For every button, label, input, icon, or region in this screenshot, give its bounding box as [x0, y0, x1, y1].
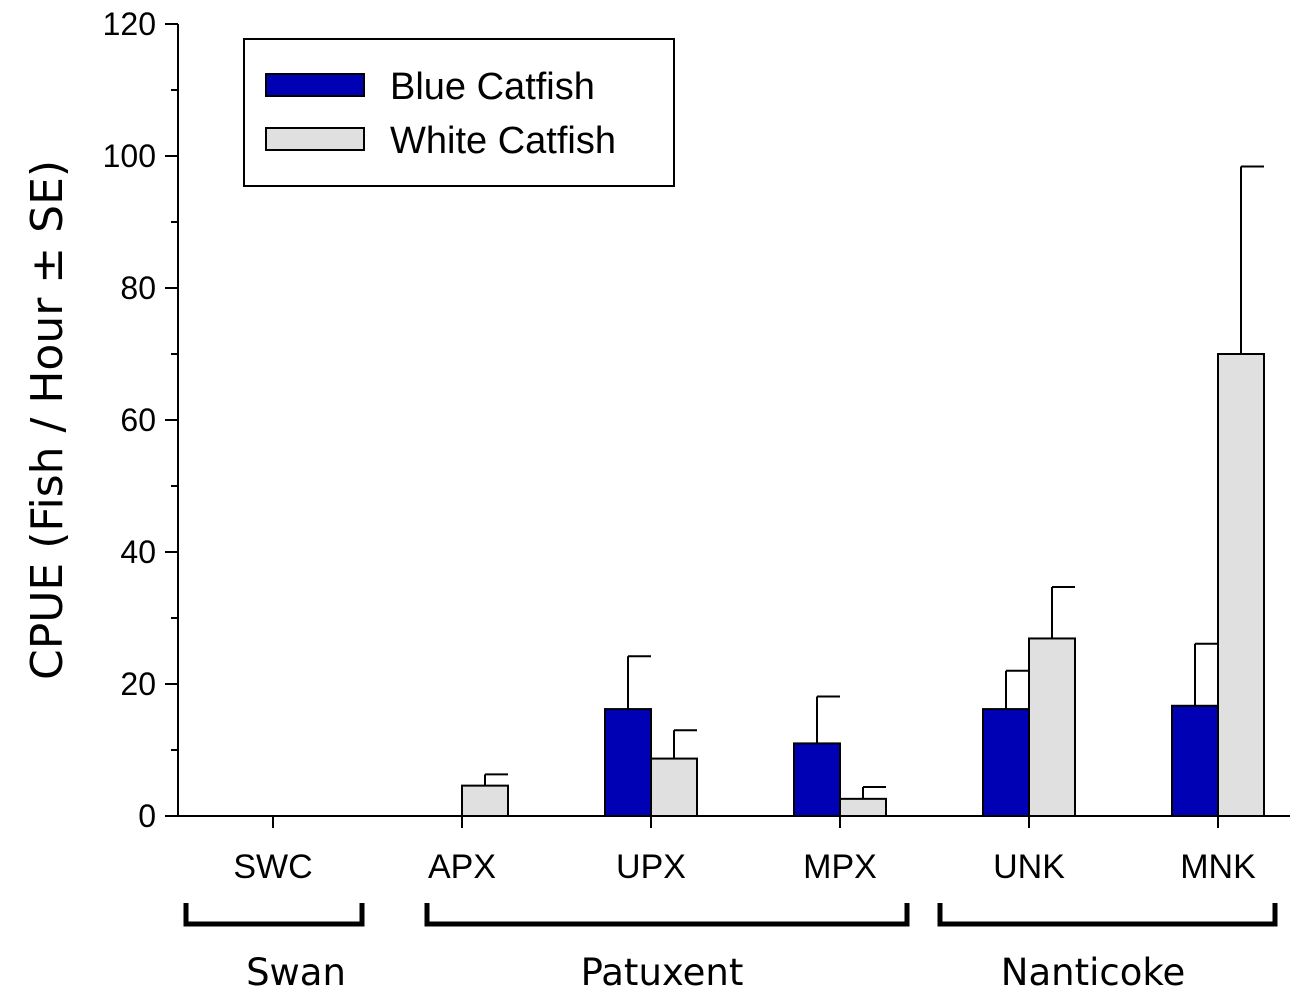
y-tick-label: 40 [120, 534, 156, 570]
y-tick-label: 120 [103, 6, 156, 42]
group-bracket [937, 903, 1278, 927]
y-tick-label: 20 [120, 666, 156, 702]
x-axis: SWC APX UPX MPX UNK MNK [178, 815, 1290, 886]
y-tick-label: 80 [120, 270, 156, 306]
x-tick-label: APX [428, 848, 496, 886]
error-bars-layer [484, 165, 1264, 799]
y-axis-title: CPUE (Fish / Hour ± SE) [22, 160, 73, 680]
x-tick-label: UPX [616, 848, 686, 886]
group-bracket [183, 903, 365, 927]
x-tick-label: MPX [803, 848, 877, 886]
y-tick-label: 60 [120, 402, 156, 438]
bar-white-catfish [650, 757, 698, 818]
bar-white-catfish [461, 784, 509, 818]
y-axis: 0 20 40 60 80 100 120 [103, 6, 179, 834]
x-tick-label: MNK [1180, 848, 1256, 886]
group-label: Swan [246, 951, 346, 993]
y-tick-label: 0 [138, 798, 156, 834]
x-tick-label: SWC [233, 848, 312, 886]
legend-label: White Catfish [390, 120, 616, 162]
legend-label: Blue Catfish [390, 66, 595, 108]
bar-blue-catfish [604, 708, 652, 818]
legend-swatch [265, 73, 365, 97]
group-bracket [424, 903, 910, 927]
bar-blue-catfish [793, 742, 841, 818]
legend-box [243, 38, 675, 187]
bar-white-catfish [1028, 637, 1076, 818]
group-brackets: Swan Patuxent Nanticoke [183, 903, 1278, 993]
bar-white-catfish [1217, 353, 1265, 817]
bar-white-catfish [839, 797, 887, 818]
bar-blue-catfish [982, 708, 1030, 818]
y-tick-label: 100 [103, 138, 156, 174]
group-label: Patuxent [581, 951, 744, 993]
legend-swatch [265, 127, 365, 151]
bars-layer [461, 353, 1265, 818]
x-tick-label: UNK [993, 848, 1065, 886]
bar-blue-catfish [1171, 704, 1219, 818]
legend: Blue Catfish White Catfish [243, 38, 675, 187]
group-label: Nanticoke [1001, 951, 1185, 993]
